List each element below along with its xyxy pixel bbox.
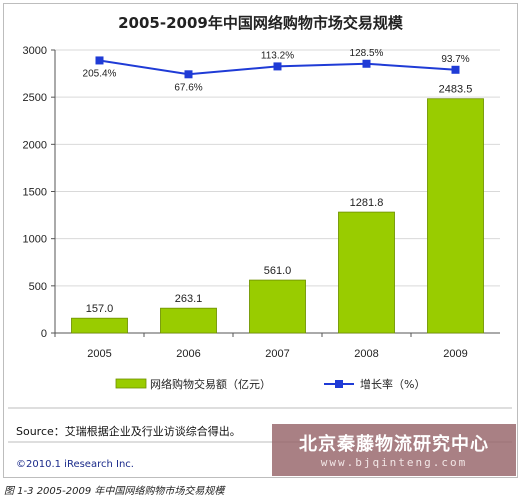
legend-line-label: 增长率（%）	[360, 377, 425, 391]
bar-value-label: 2483.5	[439, 84, 473, 96]
bar	[71, 317, 128, 334]
y-tick-label: 2500	[23, 92, 47, 104]
bar	[249, 279, 306, 334]
x-tick-label: 2009	[443, 348, 467, 360]
legend-line-marker	[335, 380, 343, 388]
x-tick-label: 2007	[265, 348, 289, 360]
watermark: 北京秦藤物流研究中心 www.bjqinteng.com	[272, 424, 516, 476]
legend-bar-label: 网络购物交易额（亿元）	[150, 377, 271, 391]
figure-caption: 图 1-3 2005-2009 年中国网络购物市场交易规模	[4, 486, 225, 497]
bar	[160, 307, 217, 334]
y-tick-label: 0	[41, 328, 47, 340]
bar	[338, 211, 395, 334]
bar-value-label: 561.0	[264, 265, 292, 277]
growth-point	[362, 59, 371, 68]
x-tick-label: 2008	[354, 348, 378, 360]
legend-bar-swatch	[115, 378, 147, 389]
chart-title: 2005-2009年中国网络购物市场交易规模	[118, 14, 403, 32]
bar-value-label: 157.0	[86, 303, 114, 315]
bar-value-label: 1281.8	[350, 197, 384, 209]
y-tick-label: 1500	[23, 187, 47, 199]
growth-point	[273, 62, 282, 71]
watermark-url: www.bjqinteng.com	[320, 456, 468, 469]
y-tick-label: 2000	[23, 139, 47, 151]
growth-point	[95, 56, 104, 65]
watermark-name: 北京秦藤物流研究中心	[299, 434, 489, 455]
x-tick-label: 2006	[176, 348, 200, 360]
growth-value-label: 128.5%	[350, 48, 384, 59]
y-tick-label: 3000	[23, 45, 47, 57]
copyright-note: ©2010.1 iResearch Inc.	[16, 459, 134, 470]
bar	[427, 98, 484, 334]
growth-value-label: 205.4%	[83, 68, 117, 79]
growth-value-label: 93.7%	[441, 54, 469, 65]
y-tick-label: 500	[29, 281, 47, 293]
x-tick-label: 2005	[87, 348, 111, 360]
bar-value-label: 263.1	[175, 293, 203, 305]
growth-value-label: 67.6%	[174, 82, 202, 93]
source-note: Source：艾瑞根据企业及行业访谈综合得出。	[16, 425, 241, 438]
growth-point	[184, 70, 193, 79]
growth-point	[451, 65, 460, 74]
y-tick-label: 1000	[23, 234, 47, 246]
growth-value-label: 113.2%	[261, 50, 294, 61]
